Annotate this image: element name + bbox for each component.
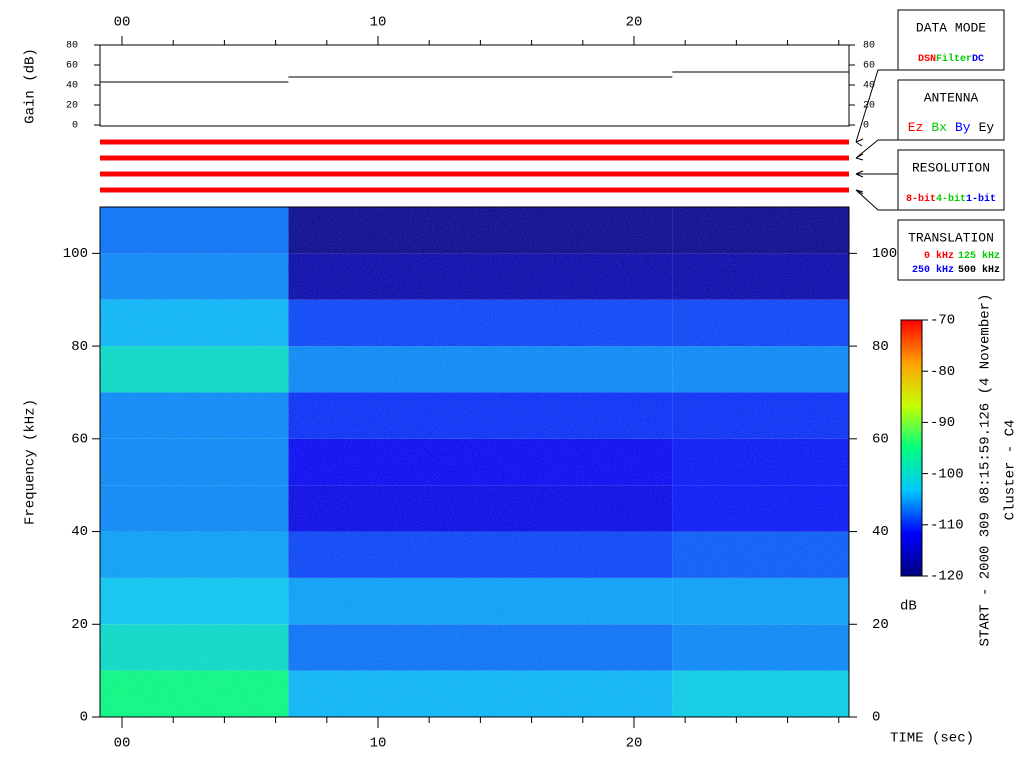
colorbar-label: dB: [900, 599, 917, 615]
legend-row: 0 kHz 125 kHz: [924, 250, 1000, 262]
frequency-tick-label: 40: [71, 524, 88, 540]
gain-tick-label: 80: [66, 41, 78, 52]
spacecraft: Cluster - C4: [1003, 420, 1019, 521]
start-time: START - 2000 309 08:15:59.126 (4 Novembe…: [978, 294, 994, 647]
frequency-tick-label: 100: [872, 246, 897, 262]
legend-item: By: [955, 120, 971, 135]
gain-tick-label: 0: [72, 121, 78, 132]
colorbar-tick-label: -80: [930, 364, 955, 380]
x-tick-label: 10: [370, 15, 387, 31]
colorbar-tick-label: -70: [930, 313, 955, 329]
gain-tick-label: 20: [863, 101, 875, 112]
frequency-tick-label: 0: [80, 710, 88, 726]
gain-tick-label: 40: [66, 81, 78, 92]
x-tick-label: 00: [114, 15, 131, 31]
status-tracks: [100, 139, 849, 193]
arrow: [855, 69, 898, 147]
gain-tick-label: 40: [863, 81, 875, 92]
colorbar: [900, 319, 923, 577]
legend-item: 250 kHz: [912, 264, 954, 276]
legend-item: 0 kHz: [924, 250, 954, 262]
legend-item: Ey: [979, 120, 995, 135]
frequency-tick-label: 0: [872, 710, 880, 726]
colorbar-tick-label: -100: [930, 466, 964, 482]
arrow: [855, 139, 898, 161]
legend-title: RESOLUTION: [912, 160, 990, 175]
legend-row: DSNFilterDC: [918, 53, 984, 65]
frequency-tick-label: 60: [872, 432, 889, 448]
frequency-tick-label: 20: [71, 617, 88, 633]
legend-item: Filter: [936, 53, 972, 65]
legend-title: ANTENNA: [924, 90, 979, 105]
legend-title: TRANSLATION: [908, 230, 994, 245]
x-tick-label: 00: [114, 736, 131, 752]
frequency-tick-label: 60: [71, 432, 88, 448]
colorbar-tick-label: -110: [930, 518, 964, 534]
frequency-tick-label: 80: [872, 339, 889, 355]
legend-title: DATA MODE: [916, 20, 986, 35]
legend-item: Ez: [908, 120, 924, 135]
legend-row: 250 kHz 500 kHz: [912, 264, 1000, 276]
legend-item: 500 kHz: [958, 264, 1000, 276]
legend-row: 8-bit4-bit1-bit: [906, 193, 996, 205]
x-tick-label: 10: [370, 736, 387, 752]
gain-tick-label: 20: [66, 101, 78, 112]
gain-tick-label: 60: [66, 61, 78, 72]
frequency-tick-label: 20: [872, 617, 889, 633]
legend-box: [897, 219, 1005, 281]
colorbar-tick-label: -90: [930, 415, 955, 431]
legend-item: DC: [972, 54, 984, 65]
frequency-tick-label: 80: [71, 339, 88, 355]
gain-tick-label: 0: [863, 121, 869, 132]
arrow: [855, 170, 898, 178]
frequency-label: Frequency (kHz): [23, 399, 39, 525]
colorbar-tick-label: -120: [930, 569, 964, 585]
gain-label: Gain (dB): [23, 48, 39, 124]
x-axis-label: TIME (sec): [890, 731, 974, 747]
legend-box: [897, 149, 1005, 211]
legend-row: Ez Bx By Ey: [908, 120, 995, 135]
legend-arrows: [855, 69, 898, 211]
spectrogram-frame: [99, 206, 850, 718]
legend-item: 4-bit: [936, 193, 966, 205]
frequency-tick-label: 100: [63, 246, 88, 262]
frequency-tick-label: 40: [872, 524, 889, 540]
noise-texture: [100, 207, 849, 717]
legend-box: [897, 79, 1005, 141]
legend-box: [897, 9, 1005, 71]
gain-frame: [99, 44, 850, 127]
legend-item: 8-bit: [906, 193, 936, 205]
legend-item: 125 kHz: [958, 250, 1000, 262]
legend-item: Bx: [931, 120, 947, 135]
arrow: [855, 189, 898, 211]
x-tick-label: 20: [626, 15, 643, 31]
x-tick-label: 20: [626, 736, 643, 752]
gain-tick-label: 80: [863, 41, 875, 52]
gain-tick-label: 60: [863, 61, 875, 72]
legend-item: DSN: [918, 54, 936, 65]
legend-item: 1-bit: [966, 193, 996, 205]
